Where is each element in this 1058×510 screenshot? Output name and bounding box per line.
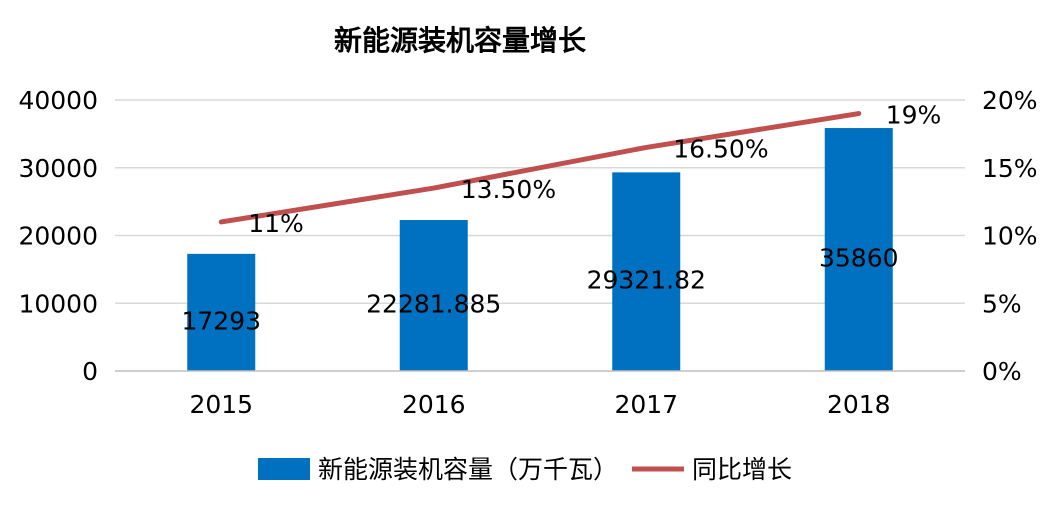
growth-line — [218, 111, 862, 225]
bar-data-label: 17293 — [181, 306, 261, 335]
bar — [187, 253, 256, 371]
y-right-tick-label: 5% — [982, 289, 1022, 318]
y-right-tick-label: 20% — [982, 86, 1038, 115]
bar-series — [187, 128, 893, 371]
x-tick-label: 2015 — [189, 390, 253, 419]
y-right-tick-label: 0% — [982, 357, 1022, 386]
bar — [824, 128, 893, 371]
axes: 0 10000 20000 30000 40000 0% 5% 10% 15% 20% 2015 20… — [18, 86, 1037, 419]
bar — [399, 220, 468, 371]
bar-data-label: 35860 — [819, 244, 899, 273]
y-right-tick-label: 10% — [982, 222, 1038, 251]
line-data-label: 19% — [886, 101, 942, 130]
legend-bar-label: 新能源装机容量（万千瓦） — [318, 455, 618, 484]
legend-line-label: 同比增长 — [692, 455, 792, 484]
x-tick-label: 2016 — [402, 390, 466, 419]
legend-bar-swatch — [258, 458, 310, 480]
line-data-label: 16.50% — [673, 134, 768, 163]
chart-title: 新能源装机容量增长 — [334, 24, 586, 57]
y-right-tick-label: 15% — [982, 154, 1038, 183]
y-left-tick-label: 30000 — [18, 154, 98, 183]
x-tick-label: 2017 — [614, 390, 678, 419]
data-labels: 17293 22281.885 29321.82 35860 11% 13.50% 16.5… — [181, 101, 941, 336]
y-left-tick-label: 10000 — [18, 289, 98, 318]
y-left-tick-label: 0 — [82, 357, 98, 386]
bar-data-label: 29321.82 — [587, 266, 706, 295]
bar-data-label: 22281.885 — [366, 290, 501, 319]
line-series — [218, 111, 862, 225]
bar — [612, 172, 681, 371]
y-left-tick-label: 40000 — [18, 86, 98, 115]
line-data-label: 11% — [248, 209, 304, 238]
line-data-label: 13.50% — [461, 175, 556, 204]
legend: 新能源装机容量（万千瓦） 同比增长 — [258, 455, 792, 484]
x-tick-label: 2018 — [827, 390, 891, 419]
y-left-tick-label: 20000 — [18, 222, 98, 251]
